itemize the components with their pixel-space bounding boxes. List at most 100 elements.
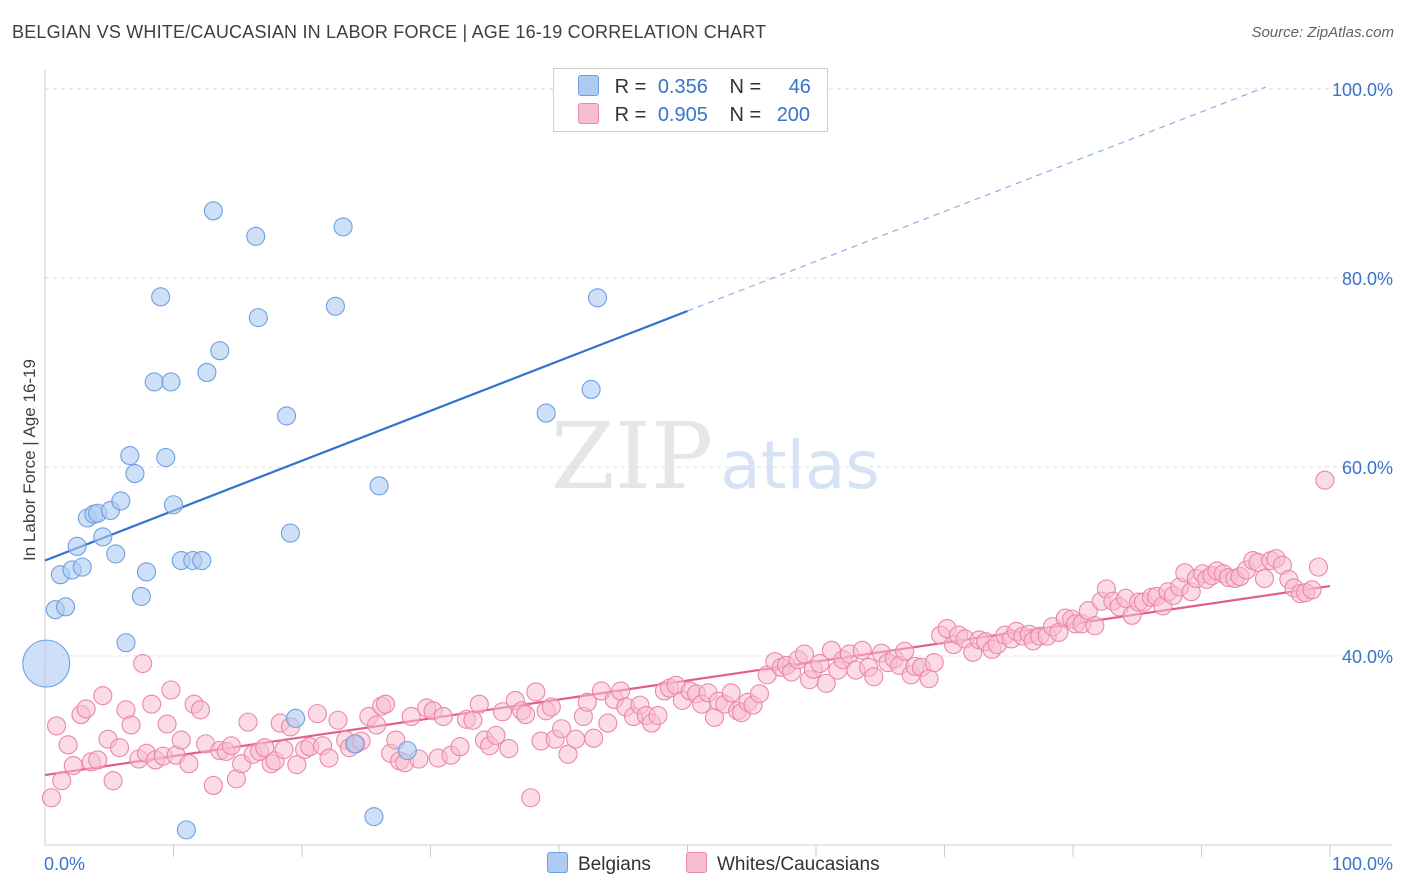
data-point-whites [924, 653, 944, 673]
data-point-belgians [333, 217, 353, 237]
data-point-belgians [161, 372, 181, 392]
data-point-belgians [56, 597, 76, 617]
data-point-whites [521, 788, 541, 808]
data-point-whites [401, 706, 421, 727]
bottom-legend-belgians: Belgians [547, 852, 651, 876]
data-point-whites [88, 750, 108, 770]
data-point-whites [492, 702, 513, 722]
data-point-belgians [397, 740, 417, 761]
data-point-whites [366, 715, 387, 735]
x-tick-label: 100.0% [1332, 854, 1393, 874]
data-point-whites [1302, 580, 1322, 600]
data-point-belgians [369, 476, 389, 496]
data-point-whites [558, 744, 578, 764]
data-point-whites [307, 704, 327, 724]
data-point-belgians [106, 544, 126, 564]
data-point-whites [203, 775, 223, 796]
data-point-whites [463, 710, 483, 730]
bottom-legend-whites: Whites/Caucasians [686, 852, 880, 876]
data-point-whites [255, 738, 275, 758]
data-point-whites [171, 730, 191, 750]
data-point-belgians [364, 807, 384, 827]
x-tick-label: 0.0% [44, 854, 85, 874]
data-point-whites [319, 748, 339, 768]
data-point-whites [611, 681, 631, 701]
data-point-belgians [116, 633, 136, 653]
data-point-whites [287, 755, 307, 775]
data-point-whites [598, 713, 618, 733]
data-point-whites [221, 736, 241, 756]
data-point-belgians [280, 523, 300, 543]
legend-swatch-blue [578, 75, 599, 96]
data-point-whites [238, 712, 258, 732]
data-point-belgians [210, 341, 230, 361]
data-point-whites [469, 694, 489, 714]
data-point-belgians [325, 296, 345, 316]
data-point-whites [1254, 568, 1275, 589]
legend-swatch-pink [578, 103, 599, 124]
data-point-belgians [111, 491, 131, 511]
legend-r-value: 0.356 [657, 76, 708, 98]
bottom-legend-label: Whites/Caucasians [717, 854, 880, 875]
data-point-whites [41, 788, 61, 808]
data-point-belgians [125, 464, 145, 484]
data-point-whites [121, 715, 141, 735]
data-point-whites [274, 739, 294, 760]
legend-n-label: N = [729, 104, 762, 126]
data-point-whites [161, 680, 181, 700]
data-point-belgians [136, 562, 157, 582]
data-point-whites [794, 644, 814, 664]
data-point-belgians [163, 495, 184, 515]
data-point-belgians [22, 639, 71, 688]
data-point-whites [552, 719, 572, 739]
data-point-whites [526, 682, 546, 702]
legend-n-value: 200 [776, 104, 811, 126]
data-point-whites [63, 756, 83, 776]
data-point-belgians [144, 372, 164, 392]
data-point-belgians [203, 201, 223, 221]
data-point-belgians [72, 557, 92, 577]
data-point-whites [47, 716, 67, 736]
data-point-belgians [587, 288, 608, 308]
data-point-whites [584, 728, 604, 748]
trend-line-belgians [44, 309, 688, 562]
data-point-belgians [176, 820, 196, 840]
data-point-whites [919, 669, 939, 689]
data-point-belgians [286, 708, 306, 728]
data-point-whites [76, 699, 96, 719]
data-point-whites [499, 739, 519, 759]
data-point-belgians [93, 527, 113, 547]
legend-row-whites: R = 0.905 N = 200 [578, 103, 810, 127]
data-point-belgians [581, 379, 601, 400]
data-point-belgians [131, 586, 151, 606]
data-point-whites [103, 771, 123, 791]
bottom-legend-swatch-pink [686, 852, 707, 873]
watermark-atlas: atlas [720, 427, 880, 504]
data-point-whites [516, 705, 536, 725]
data-point-whites [1085, 616, 1105, 636]
data-point-belgians [536, 403, 556, 423]
data-point-whites [852, 640, 872, 660]
data-point-whites [577, 692, 597, 712]
data-point-belgians [156, 447, 176, 468]
chart-title: BELGIAN VS WHITE/CAUCASIAN IN LABOR FORC… [12, 22, 767, 42]
data-point-whites [179, 754, 199, 774]
bottom-legend-label: Belgians [578, 854, 651, 875]
data-point-whites [190, 700, 211, 720]
legend-n-value: 46 [788, 76, 811, 98]
data-point-whites [648, 705, 668, 726]
legend-r-label: R = [614, 104, 647, 126]
legend-n-label: N = [729, 76, 762, 98]
y-tick-label: 80.0% [1342, 269, 1393, 289]
data-point-whites [58, 735, 78, 755]
data-point-belgians [345, 734, 365, 754]
data-point-belgians [67, 536, 87, 556]
source-label: Source: ZipAtlas.com [1251, 24, 1394, 41]
bottom-legend-swatch-blue [547, 852, 568, 873]
legend-r-label: R = [614, 76, 647, 98]
data-point-belgians [197, 362, 217, 382]
data-point-whites [486, 725, 506, 745]
data-point-whites [816, 673, 836, 693]
data-point-belgians [120, 446, 140, 466]
